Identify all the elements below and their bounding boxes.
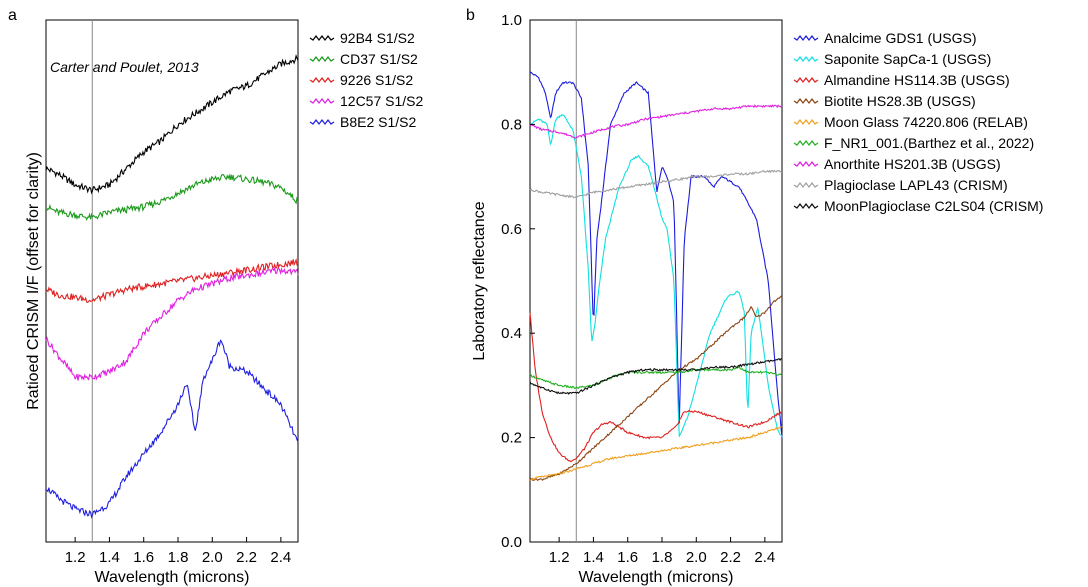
b-x-tick-label: 1.4 [583,549,604,566]
a-series-line-5 [45,339,299,520]
b-legend-label-6: F_NR1_001.(Barthez et al., 2022) [824,135,1034,151]
a-legend-label-4: 12C57 S1/S2 [340,93,423,109]
a-x-tick-label: 1.2 [65,549,86,566]
panel-a-annotation: Carter and Poulet, 2013 [50,59,199,75]
panel-b-y-label: Laboratory reflectance [471,201,488,360]
b-y-tick-label: 0.6 [501,221,522,238]
a-legend-swatch-2 [309,56,335,62]
a-x-tick-label: 2.4 [270,549,291,566]
b-y-tick-label: 0.0 [501,534,522,551]
b-legend-swatch-9 [793,203,819,209]
a-legend-label-1: 92B4 S1/S2 [340,30,415,46]
panel-b-chart: b 1.2 1.4 1.6 1.8 2.0 2.2 2.4 0.0 0.2 0.4 0.6 0.8 1… [466,7,1043,586]
b-legend-swatch-1 [793,35,819,41]
panel-a-x-axis: 1.2 1.4 1.6 1.8 2.0 2.2 2.4 [65,537,291,566]
panel-a-frame [45,19,299,543]
a-legend-swatch-5 [309,119,335,125]
b-x-tick-label: 1.8 [652,549,673,566]
b-legend-label-4: Biotite HS28.3B (USGS) [824,93,976,109]
a-legend-label-5: B8E2 S1/S2 [340,114,416,130]
b-x-tick-label: 2.0 [686,549,707,566]
panel-a-x-label: Wavelength (microns) [94,569,249,586]
a-x-tick-label: 1.4 [99,549,120,566]
a-legend-swatch-1 [309,35,335,41]
b-x-tick-label: 2.2 [720,549,741,566]
a-series-line-4 [45,266,299,381]
b-legend-label-2: Saponite SapCa-1 (USGS) [824,51,991,67]
a-x-tick-label: 1.8 [168,549,189,566]
panel-b-frame [529,19,783,543]
b-series-line-9 [529,357,783,395]
a-x-tick-label: 2.0 [202,549,223,566]
b-y-tick-label: 0.8 [501,116,522,133]
a-series-line-1 [45,53,299,195]
a-legend-label-3: 9226 S1/S2 [340,72,413,88]
b-x-tick-label: 1.2 [549,549,570,566]
b-legend-swatch-5 [793,119,819,125]
panel-a-series-group [45,53,299,520]
b-legend-label-8: Plagioclase LAPL43 (CRISM) [824,177,1008,193]
b-legend-label-7: Anorthite HS201.3B (USGS) [824,156,1001,172]
b-legend-label-5: Moon Glass 74220.806 (RELAB) [824,114,1028,130]
a-legend-swatch-4 [309,98,335,104]
b-legend-swatch-4 [793,98,819,104]
b-series-line-2 [529,113,783,438]
panel-a-label: a [8,7,17,24]
a-legend-swatch-3 [309,77,335,83]
b-series-line-7 [529,104,783,139]
panel-b-label: b [466,7,475,24]
b-series-line-6 [529,366,783,390]
b-y-tick-label: 1.0 [501,12,522,29]
b-series-line-8 [529,169,783,199]
panel-a-y-label: Ratioed CRISM I/F (offset for clarity) [25,152,42,410]
panel-b-x-axis: 1.2 1.4 1.6 1.8 2.0 2.2 2.4 [549,537,775,566]
b-series-line-5 [529,426,783,481]
b-series-line-3 [529,312,783,463]
b-y-tick-label: 0.4 [501,325,522,342]
a-series-line-2 [45,173,299,222]
panel-b-x-label: Wavelength (microns) [578,569,733,586]
a-legend-label-2: CD37 S1/S2 [340,51,418,67]
b-legend-swatch-3 [793,77,819,83]
b-legend-swatch-6 [793,140,819,146]
a-x-tick-label: 2.2 [236,549,257,566]
b-series-line-4 [529,295,783,482]
b-legend-swatch-7 [793,161,819,167]
panel-a-legend: 92B4 S1/S2 CD37 S1/S2 9226 S1/S2 12C57 S1/S… [309,30,423,130]
panel-a-chart: a 1.2 1.4 1.6 1.8 2.0 2.2 2.4 Wavelength (micr… [8,7,423,586]
b-series-line-1 [529,71,783,439]
panel-b-legend: Analcime GDS1 (USGS) Saponite SapCa-1 (US… [793,30,1043,214]
b-legend-swatch-2 [793,56,819,62]
b-legend-label-1: Analcime GDS1 (USGS) [824,30,976,46]
panel-b-y-axis: 0.0 0.2 0.4 0.6 0.8 1.0 [501,12,535,551]
a-x-tick-label: 1.6 [133,549,154,566]
b-legend-swatch-8 [793,182,819,188]
panel-b-series-group [529,71,783,482]
b-legend-label-9: MoonPlagioclase C2LS04 (CRISM) [824,198,1043,214]
b-x-tick-label: 1.6 [617,549,638,566]
b-y-tick-label: 0.2 [501,430,522,447]
a-series-line-3 [45,257,299,304]
b-legend-label-3: Almandine HS114.3B (USGS) [824,72,1010,88]
b-x-tick-label: 2.4 [754,549,775,566]
